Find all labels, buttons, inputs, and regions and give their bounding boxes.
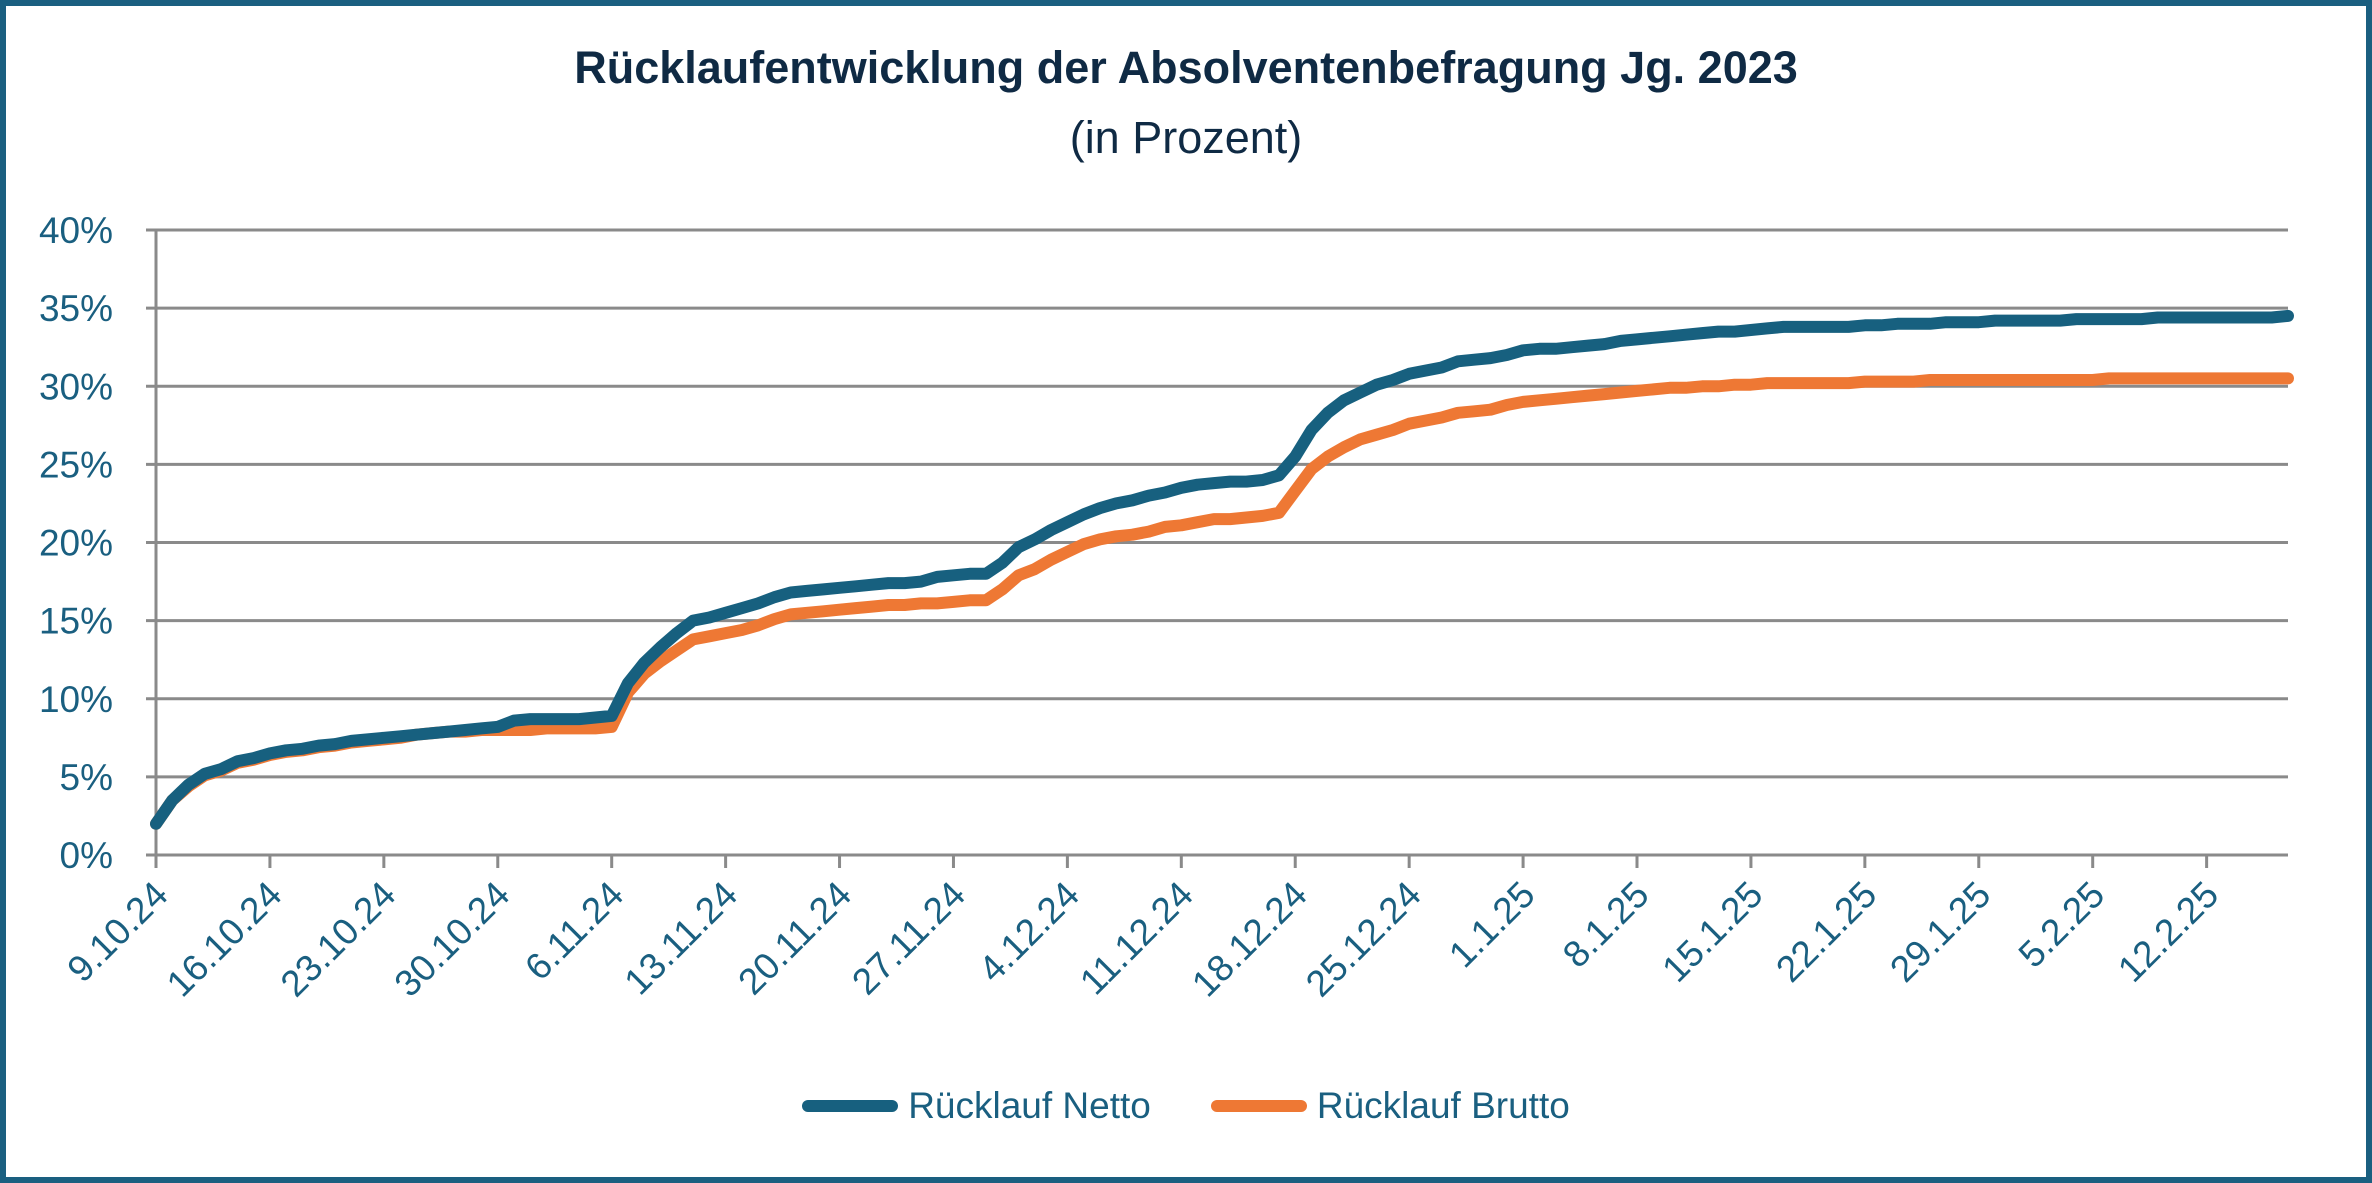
x-tick-label: 9.10.24 <box>59 874 175 990</box>
legend-swatch-brutto <box>1210 1100 1307 1112</box>
x-tick-label: 6.11.24 <box>517 874 631 988</box>
x-tick-label: 11.12.24 <box>1072 874 1201 1003</box>
x-tick-label: 20.11.24 <box>730 874 859 1003</box>
x-tick-label: 4.12.24 <box>971 874 1087 990</box>
x-tick-label: 18.12.24 <box>1184 874 1315 1005</box>
series-line-netto <box>150 309 2294 830</box>
series-line-brutto <box>150 372 2294 830</box>
x-tick-label: 13.11.24 <box>616 874 745 1003</box>
legend: Rücklauf Netto Rücklauf Brutto <box>0 1085 2372 1127</box>
y-axis: 0% 5% 10% 15% 20% 25% 30% 35% 40% <box>39 210 158 876</box>
y-tick-label: 30% <box>39 366 113 407</box>
y-tick-label: 10% <box>39 679 113 720</box>
x-tick-label: 5.2.25 <box>2011 874 2113 976</box>
chart-subtitle: (in Prozent) <box>1069 112 1303 163</box>
x-tick-label: 8.1.25 <box>1555 874 1657 976</box>
y-tick-label: 15% <box>39 601 113 642</box>
x-tick-label: 12.2.25 <box>2110 874 2226 990</box>
series-lines <box>150 309 2294 830</box>
x-tick-label: 30.10.24 <box>387 874 518 1005</box>
y-tick-label: 20% <box>39 523 113 564</box>
legend-swatch-netto <box>802 1100 899 1112</box>
legend-item-netto: Rücklauf Netto <box>802 1085 1151 1127</box>
x-tick-label: 29.1.25 <box>1882 874 1998 990</box>
y-tick-label: 5% <box>60 757 113 798</box>
y-tick-label: 35% <box>39 288 113 329</box>
x-tick-label: 25.12.24 <box>1298 874 1429 1005</box>
y-tick-label: 0% <box>60 835 113 876</box>
x-tick-label: 1.1.25 <box>1441 874 1543 976</box>
x-tick-label: 16.10.24 <box>159 874 290 1005</box>
x-tick-label: 15.1.25 <box>1654 874 1770 990</box>
legend-label-netto: Rücklauf Netto <box>908 1085 1151 1126</box>
chart-title: Rücklaufentwicklung der Absolventenbefra… <box>574 42 1798 93</box>
x-tick-label: 23.10.24 <box>273 874 404 1005</box>
x-tick-label: 27.11.24 <box>844 874 973 1003</box>
legend-item-brutto: Rücklauf Brutto <box>1210 1085 1570 1127</box>
y-tick-label: 25% <box>39 444 113 485</box>
x-tick-label: 22.1.25 <box>1768 874 1884 990</box>
gridlines <box>146 228 2288 857</box>
legend-label-brutto: Rücklauf Brutto <box>1316 1085 1570 1126</box>
y-tick-label: 40% <box>39 210 113 251</box>
